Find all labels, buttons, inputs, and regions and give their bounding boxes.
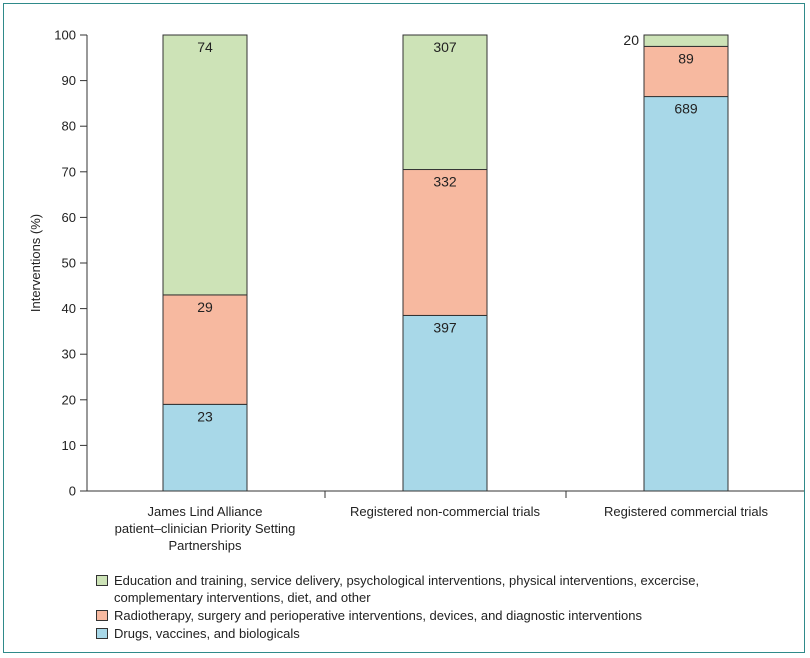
category-label: patient–clinician Priority Setting — [115, 521, 296, 536]
legend-swatch — [96, 575, 108, 586]
legend-text: Drugs, vaccines, and biologicals — [114, 625, 300, 642]
y-axis-title: Interventions (%) — [28, 214, 43, 312]
y-tick-label: 80 — [62, 119, 76, 134]
y-tick-label: 30 — [62, 347, 76, 362]
legend-text-line: complementary interventions, diet, and o… — [114, 590, 371, 605]
bars: 23 29 74 397 332 307 689 89 20 — [162, 32, 729, 492]
category-label: James Lind Alliance — [148, 504, 263, 519]
legend: Education and training, service delivery… — [96, 572, 796, 643]
y-tick-label: 100 — [54, 28, 76, 43]
y-tick-label: 70 — [62, 164, 76, 179]
y-tick-label: 90 — [62, 73, 76, 88]
bar-segment — [402, 169, 488, 316]
data-label: 689 — [674, 101, 698, 117]
legend-text: Education and training, service delivery… — [114, 572, 699, 606]
y-tick-label: 60 — [62, 210, 76, 225]
bar-segment — [643, 34, 729, 47]
bar-segment — [402, 314, 488, 492]
category-label: Registered commercial trials — [604, 504, 768, 519]
data-label: 307 — [433, 39, 457, 55]
y-tick-label: 50 — [62, 256, 76, 271]
y-tick-label: 20 — [62, 392, 76, 407]
bar-segment — [162, 34, 248, 296]
legend-item: Radiotherapy, surgery and perioperative … — [96, 607, 796, 624]
data-label: 332 — [433, 174, 457, 190]
legend-text-line: Drugs, vaccines, and biologicals — [114, 626, 300, 641]
data-label: 74 — [197, 39, 213, 55]
figure-frame — [3, 3, 805, 653]
legend-item: Drugs, vaccines, and biologicals — [96, 625, 796, 642]
legend-item: Education and training, service delivery… — [96, 572, 796, 606]
data-label: 20 — [623, 32, 639, 48]
y-axis: 0 10 20 30 40 50 60 70 80 90 100 — [54, 28, 88, 499]
bar-segment — [643, 96, 729, 492]
legend-text-line: Radiotherapy, surgery and perioperative … — [114, 608, 643, 623]
data-label: 89 — [678, 50, 694, 66]
y-tick-label: 0 — [69, 484, 76, 499]
stacked-bar-chart: 0 10 20 30 40 50 60 70 80 90 100 James Lind Allian… — [28, 28, 804, 553]
data-label: 397 — [433, 319, 457, 335]
legend-text: Radiotherapy, surgery and perioperative … — [114, 607, 642, 624]
category-label: Registered non-commercial trials — [350, 504, 541, 519]
legend-swatch — [96, 610, 108, 621]
bar-segment — [162, 403, 248, 492]
x-axis: James Lind Alliance patient–clinician Pri… — [87, 490, 804, 553]
data-label: 29 — [197, 299, 213, 315]
bar-segment — [402, 34, 488, 171]
category-label: Partnerships — [169, 538, 242, 553]
legend-text-line: Education and training, service delivery… — [114, 573, 700, 588]
y-tick-label: 10 — [62, 438, 76, 453]
y-tick-label: 40 — [62, 301, 76, 316]
legend-swatch — [96, 628, 108, 639]
data-label: 23 — [197, 408, 213, 424]
